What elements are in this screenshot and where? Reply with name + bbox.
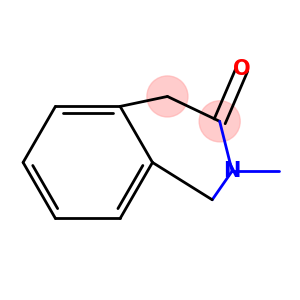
Text: O: O	[233, 59, 251, 79]
Circle shape	[199, 101, 240, 142]
Circle shape	[147, 76, 188, 117]
Text: N: N	[224, 161, 241, 181]
